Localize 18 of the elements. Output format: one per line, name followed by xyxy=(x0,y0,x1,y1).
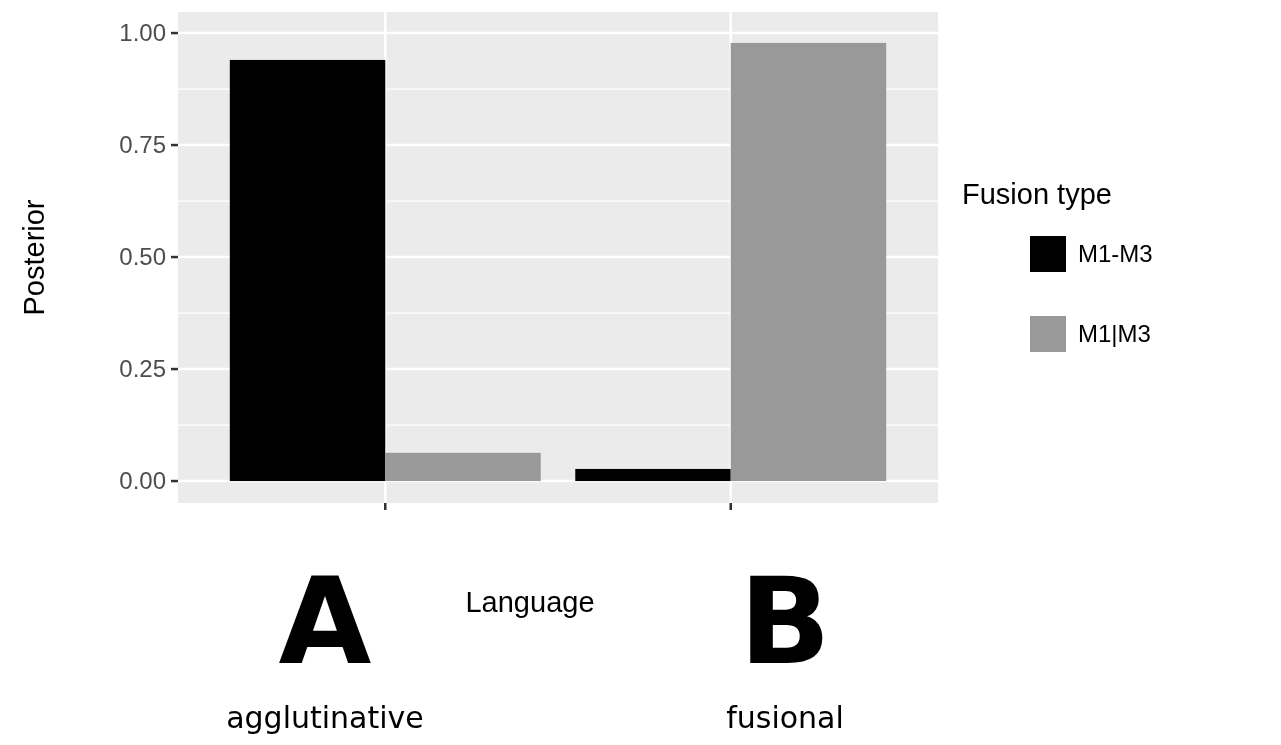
y-tick-label: 0.25 xyxy=(119,355,166,383)
text: fusional xyxy=(726,700,844,735)
x-axis-title: Language xyxy=(465,586,595,618)
text: A xyxy=(278,552,372,691)
legend-title: Fusion type xyxy=(962,178,1112,210)
bar xyxy=(575,468,731,482)
y-tick-label: 1.00 xyxy=(119,19,166,47)
text: B xyxy=(739,552,831,691)
bar xyxy=(730,42,887,482)
bar xyxy=(229,59,386,482)
text: agglutinative xyxy=(226,700,424,735)
y-tick-label: 0.50 xyxy=(119,243,166,271)
y-axis-title: Posterior xyxy=(18,199,50,316)
legend-label: M1-M3 xyxy=(1078,240,1153,268)
legend-label: M1|M3 xyxy=(1078,320,1151,348)
y-tick-label: 0.00 xyxy=(119,467,166,495)
y-tick-label: 0.75 xyxy=(119,131,166,159)
bar xyxy=(385,452,541,482)
